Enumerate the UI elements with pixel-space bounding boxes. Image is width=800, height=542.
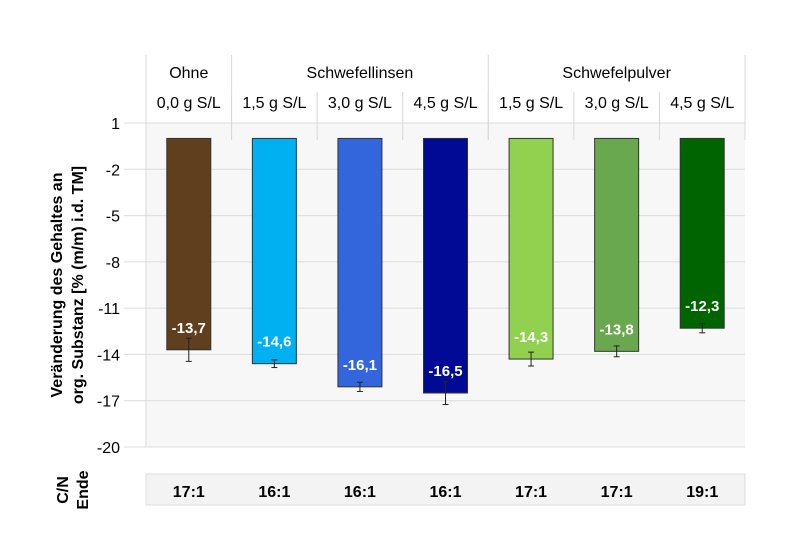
data-label: -12,3 (685, 298, 719, 315)
cn-label: Ende (75, 470, 92, 509)
y-tick-label: -5 (106, 209, 120, 226)
category-label: 4,5 g S/L (670, 95, 734, 112)
y-tick-label: -17 (97, 394, 120, 411)
data-label: -16,5 (428, 363, 462, 380)
bar (594, 137, 640, 352)
cn-label: C/N (55, 476, 72, 504)
data-label: -13,7 (172, 320, 206, 337)
cn-value: 16:1 (429, 484, 461, 501)
group-label: Schwefellinsen (307, 65, 414, 82)
data-label: -14,6 (257, 334, 291, 351)
cn-value: 17:1 (601, 484, 633, 501)
bar (337, 137, 383, 388)
y-axis-title: Veränderung des Gehaltes an (49, 173, 66, 398)
y-axis-title: org. Substanz [% (m/m) i.d. TM] (70, 166, 87, 404)
category-label: 4,5 g S/L (413, 95, 477, 112)
group-label: Schwefelpulver (562, 65, 671, 82)
category-label: 3,0 g S/L (328, 95, 392, 112)
y-tick-label: -14 (97, 347, 120, 364)
bar (679, 137, 725, 329)
category-label: 1,5 g S/L (499, 95, 563, 112)
bar (251, 137, 297, 365)
cn-value: 17:1 (173, 484, 205, 501)
cn-value: 16:1 (258, 484, 290, 501)
cn-row (145, 473, 746, 506)
y-tick-label: -2 (106, 162, 120, 179)
category-label: 3,0 g S/L (585, 95, 649, 112)
group-label: Ohne (169, 65, 208, 82)
cn-value: 19:1 (686, 484, 718, 501)
y-tick-label: 1 (111, 116, 120, 133)
y-tick-label: -20 (97, 440, 120, 457)
bar (423, 137, 468, 394)
data-label: -14,3 (514, 329, 548, 346)
category-label: 0,0 g S/L (157, 95, 221, 112)
y-tick-label: -11 (98, 301, 120, 318)
data-label: -16,1 (343, 357, 377, 374)
cn-value: 16:1 (344, 484, 376, 501)
y-tick-label: -8 (106, 255, 120, 272)
bar (508, 137, 554, 360)
data-label: -13,8 (600, 321, 634, 338)
category-label: 1,5 g S/L (242, 95, 306, 112)
bar (166, 137, 212, 351)
cn-value: 17:1 (515, 484, 547, 501)
